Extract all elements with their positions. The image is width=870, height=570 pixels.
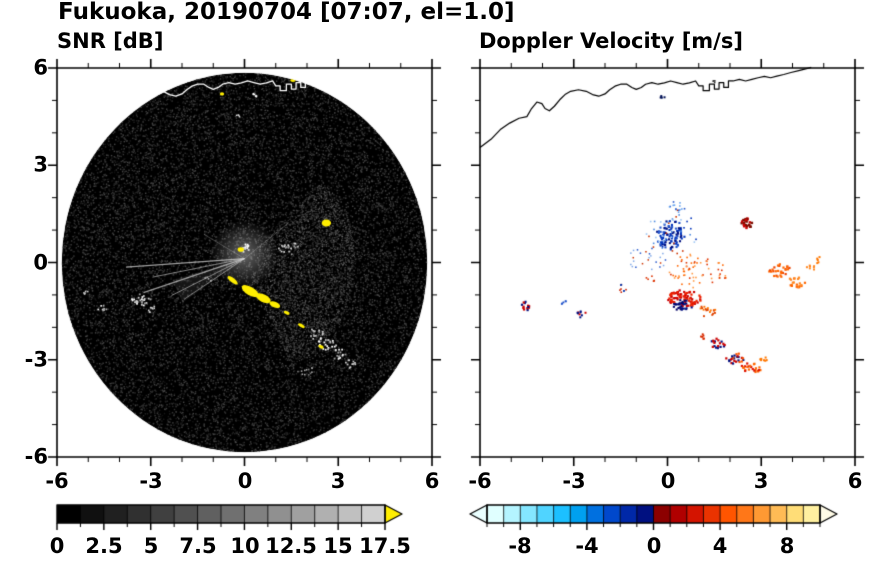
velocity-cbar-label-0: -8: [508, 534, 532, 558]
snr-x-tick-3: 3: [330, 469, 346, 493]
velocity-cbar-label-1: -4: [575, 534, 599, 558]
velocity-x-tick-0: -6: [468, 469, 492, 493]
velocity-x-tick-1: -3: [562, 469, 586, 493]
snr-cbar-label-4: 10: [230, 534, 260, 558]
snr-x-tick-4: 6: [424, 469, 440, 493]
snr-cbar-label-1: 2.5: [85, 534, 123, 558]
velocity-x-tick-3: 3: [753, 469, 769, 493]
velocity-cbar-label-4: 8: [779, 534, 795, 558]
snr-y-tick-1: 3: [33, 152, 48, 177]
snr-cbar-label-5: 12.5: [265, 534, 317, 558]
snr-x-tick-0: -6: [45, 469, 69, 493]
figure-title: Fukuoka, 20190704 [07:07, el=1.0]: [58, 0, 515, 25]
velocity-panel-title: Doppler Velocity [m/s]: [479, 29, 743, 53]
velocity-x-tick-4: 6: [847, 469, 863, 493]
snr-y-tick-2: 0: [33, 250, 48, 275]
snr-y-tick-4: -6: [24, 444, 48, 469]
snr-x-tick-1: -3: [139, 469, 163, 493]
snr-cbar-label-2: 5: [143, 534, 159, 558]
snr-cbar-label-3: 7.5: [179, 534, 217, 558]
velocity-x-tick-2: 0: [660, 469, 676, 493]
snr-cbar-label-7: 17.5: [359, 534, 411, 558]
snr-panel-title: SNR [dB]: [57, 29, 164, 53]
snr-y-tick-0: 6: [33, 55, 48, 80]
snr-cbar-label-6: 15: [323, 534, 353, 558]
snr-x-tick-2: 0: [237, 469, 253, 493]
velocity-cbar-label-2: 0: [646, 534, 662, 558]
snr-y-tick-3: -3: [24, 347, 48, 372]
velocity-cbar-label-3: 4: [712, 534, 728, 558]
snr-cbar-label-0: 0: [49, 534, 65, 558]
